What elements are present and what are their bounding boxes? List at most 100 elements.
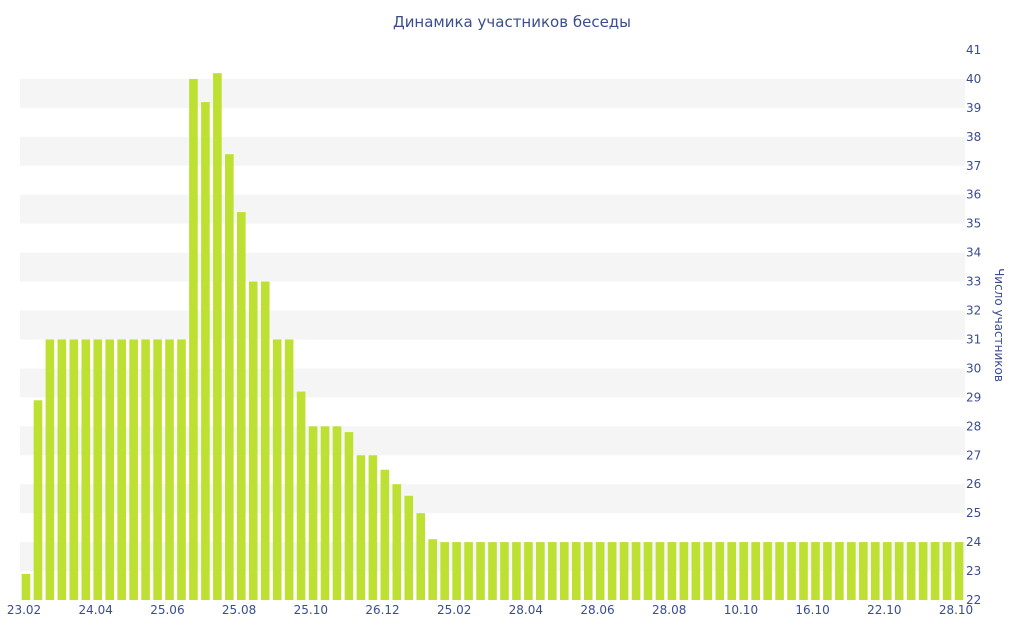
y-tick-label: 39 xyxy=(966,101,981,115)
bar xyxy=(189,78,198,600)
bar xyxy=(201,102,210,601)
bar xyxy=(775,542,784,600)
bar xyxy=(906,542,916,600)
grid-band xyxy=(20,310,965,340)
x-tick-label: 22.10 xyxy=(867,603,901,617)
y-tick-label: 31 xyxy=(966,332,981,346)
bar xyxy=(500,542,509,600)
bar xyxy=(368,455,378,600)
x-axis-ticks: 23.02 24.04 25.06 25.08 25.10 26.12 25.02 28.04… xyxy=(7,603,973,617)
x-tick-label: 28.04 xyxy=(509,603,543,617)
grid-band xyxy=(20,136,965,166)
bar xyxy=(440,542,449,600)
bar xyxy=(643,542,653,600)
y-tick-label: 25 xyxy=(966,506,981,520)
y-tick-label: 28 xyxy=(966,419,981,433)
bar xyxy=(476,542,485,600)
bar xyxy=(823,542,832,600)
bar xyxy=(548,542,557,600)
y-tick-label: 23 xyxy=(966,564,981,578)
bar xyxy=(153,339,162,600)
bar xyxy=(799,542,808,600)
bar xyxy=(464,542,473,600)
bar xyxy=(942,542,952,600)
bar xyxy=(428,539,437,600)
y-tick-label: 27 xyxy=(966,448,981,462)
bar xyxy=(225,154,234,600)
bar xyxy=(33,400,43,600)
bar xyxy=(835,542,844,600)
y-tick-label: 34 xyxy=(966,246,981,260)
bar xyxy=(691,542,701,600)
y-tick-label: 26 xyxy=(966,477,981,491)
bar xyxy=(811,542,820,600)
bar xyxy=(105,339,115,600)
bar xyxy=(272,339,282,600)
bar xyxy=(787,542,796,600)
bar xyxy=(416,513,426,600)
bar xyxy=(512,542,521,600)
x-tick-label: 28.08 xyxy=(652,603,686,617)
x-tick-label: 28.10 xyxy=(939,603,973,617)
bar xyxy=(859,542,868,600)
bar xyxy=(452,542,461,600)
bar xyxy=(751,542,760,600)
bar xyxy=(296,391,306,600)
grid-band xyxy=(20,252,965,282)
bar xyxy=(559,542,569,600)
bar xyxy=(882,542,892,600)
bar xyxy=(715,542,725,600)
bar xyxy=(488,542,497,600)
bar xyxy=(583,542,593,600)
bar xyxy=(69,339,79,600)
bar xyxy=(679,542,689,600)
x-tick-label: 25.06 xyxy=(150,603,184,617)
bar xyxy=(93,339,103,600)
y-tick-label: 41 xyxy=(966,43,981,57)
bar xyxy=(404,495,414,600)
bars xyxy=(21,73,964,601)
x-tick-label: 16.10 xyxy=(795,603,829,617)
bar xyxy=(918,542,928,600)
bar xyxy=(631,542,641,600)
x-tick-label: 10.10 xyxy=(724,603,758,617)
y-tick-label: 24 xyxy=(966,535,981,549)
bar xyxy=(332,426,342,600)
y-tick-label: 37 xyxy=(966,159,981,173)
bar xyxy=(177,339,186,600)
x-tick-label: 24.04 xyxy=(79,603,113,617)
x-tick-label: 25.08 xyxy=(222,603,256,617)
y-tick-label: 29 xyxy=(966,390,981,404)
bar xyxy=(870,542,880,600)
y-tick-label: 38 xyxy=(966,130,981,144)
bar xyxy=(655,542,665,600)
bar xyxy=(308,426,318,600)
bar xyxy=(356,455,366,600)
bar xyxy=(739,542,749,600)
y-tick-label: 22 xyxy=(966,593,981,607)
bar xyxy=(344,432,354,600)
x-tick-label: 25.10 xyxy=(294,603,328,617)
bar xyxy=(392,484,402,600)
bar xyxy=(320,426,330,600)
bar xyxy=(380,469,390,600)
bar xyxy=(165,339,174,600)
bar xyxy=(45,339,55,600)
bar xyxy=(954,542,964,600)
y-tick-label: 40 xyxy=(966,72,981,86)
bar xyxy=(248,281,258,600)
bar xyxy=(930,542,940,600)
y-axis-title: Число участников xyxy=(992,268,1006,382)
y-tick-label: 32 xyxy=(966,304,981,318)
x-tick-label: 25.02 xyxy=(437,603,471,617)
bar xyxy=(619,542,629,600)
bar xyxy=(727,542,737,600)
bar xyxy=(763,542,772,600)
bar xyxy=(894,542,904,600)
y-tick-label: 35 xyxy=(966,217,981,231)
chart-title: Динамика участников беседы xyxy=(392,13,632,31)
bar xyxy=(607,542,617,600)
bar xyxy=(536,542,545,600)
